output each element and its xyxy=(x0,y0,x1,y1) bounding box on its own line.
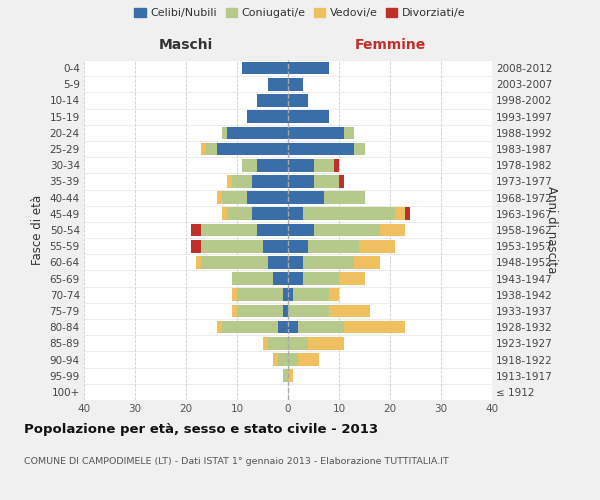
Bar xyxy=(288,304,329,318)
Bar xyxy=(232,288,237,301)
Bar xyxy=(202,142,206,156)
Bar xyxy=(288,192,324,204)
Bar xyxy=(406,208,410,220)
Bar xyxy=(308,240,359,252)
Bar xyxy=(288,94,308,107)
Bar xyxy=(247,110,288,123)
Bar xyxy=(237,288,283,301)
Bar xyxy=(278,353,288,366)
Bar xyxy=(288,272,304,285)
Bar xyxy=(222,192,247,204)
Bar xyxy=(288,224,314,236)
Bar xyxy=(324,192,365,204)
Bar xyxy=(288,126,344,139)
Bar xyxy=(314,159,334,172)
Text: Maschi: Maschi xyxy=(159,38,213,52)
Bar xyxy=(288,337,308,349)
Bar xyxy=(288,256,304,268)
Bar xyxy=(253,175,288,188)
Bar xyxy=(227,175,232,188)
Bar xyxy=(288,62,329,74)
Bar xyxy=(359,240,395,252)
Bar xyxy=(288,208,304,220)
Bar xyxy=(242,62,288,74)
Bar xyxy=(222,321,278,334)
Bar xyxy=(329,304,370,318)
Bar xyxy=(304,256,355,268)
Bar xyxy=(355,142,365,156)
Bar xyxy=(288,110,329,123)
Bar xyxy=(217,192,222,204)
Bar xyxy=(283,288,288,301)
Bar xyxy=(268,337,288,349)
Bar xyxy=(222,208,227,220)
Bar xyxy=(237,304,283,318)
Bar xyxy=(304,272,339,285)
Bar xyxy=(395,208,406,220)
Bar xyxy=(380,224,406,236)
Bar xyxy=(288,142,355,156)
Bar xyxy=(344,126,355,139)
Bar xyxy=(263,337,268,349)
Bar xyxy=(293,288,329,301)
Bar xyxy=(217,142,288,156)
Bar xyxy=(202,256,268,268)
Bar xyxy=(247,192,288,204)
Bar xyxy=(288,370,293,382)
Bar xyxy=(288,159,314,172)
Y-axis label: Anni di nascita: Anni di nascita xyxy=(545,186,559,274)
Bar xyxy=(339,175,344,188)
Bar xyxy=(263,240,288,252)
Bar xyxy=(339,272,365,285)
Bar xyxy=(206,142,217,156)
Bar xyxy=(288,353,298,366)
Bar xyxy=(257,94,288,107)
Bar xyxy=(355,256,380,268)
Bar xyxy=(257,159,288,172)
Bar xyxy=(227,126,288,139)
Bar xyxy=(222,126,227,139)
Bar xyxy=(288,175,314,188)
Bar xyxy=(232,272,273,285)
Bar xyxy=(191,224,202,236)
Legend: Celibi/Nubili, Coniugati/e, Vedovi/e, Divorziati/e: Celibi/Nubili, Coniugati/e, Vedovi/e, Di… xyxy=(132,6,468,20)
Bar xyxy=(298,321,344,334)
Bar xyxy=(298,353,319,366)
Bar xyxy=(283,370,288,382)
Bar xyxy=(314,175,339,188)
Bar xyxy=(202,224,257,236)
Bar xyxy=(314,224,380,236)
Bar xyxy=(253,208,288,220)
Text: COMUNE DI CAMPODIMELE (LT) - Dati ISTAT 1° gennaio 2013 - Elaborazione TUTTITALI: COMUNE DI CAMPODIMELE (LT) - Dati ISTAT … xyxy=(24,458,449,466)
Bar xyxy=(273,353,278,366)
Bar xyxy=(217,321,222,334)
Bar xyxy=(288,321,298,334)
Y-axis label: Fasce di età: Fasce di età xyxy=(31,195,44,265)
Bar xyxy=(268,256,288,268)
Bar xyxy=(308,337,344,349)
Bar xyxy=(273,272,288,285)
Bar xyxy=(196,256,202,268)
Text: Femmine: Femmine xyxy=(355,38,425,52)
Bar xyxy=(288,78,304,90)
Bar xyxy=(344,321,406,334)
Bar xyxy=(242,159,257,172)
Bar xyxy=(257,224,288,236)
Bar xyxy=(334,159,339,172)
Bar xyxy=(227,208,253,220)
Bar xyxy=(278,321,288,334)
Bar xyxy=(288,288,293,301)
Text: Popolazione per età, sesso e stato civile - 2013: Popolazione per età, sesso e stato civil… xyxy=(24,422,378,436)
Bar xyxy=(202,240,263,252)
Bar xyxy=(288,240,308,252)
Bar xyxy=(268,78,288,90)
Bar xyxy=(232,304,237,318)
Bar xyxy=(329,288,339,301)
Bar xyxy=(304,208,395,220)
Bar xyxy=(232,175,253,188)
Bar xyxy=(283,304,288,318)
Bar xyxy=(191,240,202,252)
